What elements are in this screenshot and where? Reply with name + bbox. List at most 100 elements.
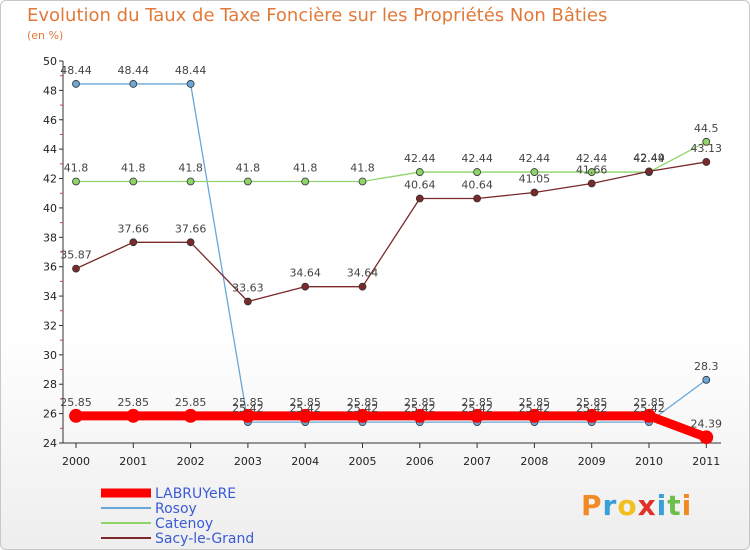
x-tick-label: 2009	[578, 455, 606, 468]
data-label-LABRUYeRE: 25.85	[289, 396, 321, 409]
data-point-LABRUYeRE	[240, 408, 255, 423]
data-point-Catenoy	[587, 168, 596, 176]
data-label-Catenoy: 42.44	[633, 152, 665, 165]
data-label-Sacy-le-Grand: 33.63	[232, 282, 264, 295]
y-tick-label: 48	[43, 84, 57, 97]
data-label-Catenoy: 41.8	[64, 161, 89, 174]
y-tick-label: 24	[43, 437, 57, 450]
series-line-Rosoy	[75, 83, 707, 423]
y-tick-label: 32	[43, 319, 57, 332]
data-point-Sacy-le-Grand	[473, 194, 482, 203]
data-point-Rosoy	[72, 80, 80, 88]
data-point-LABRUYeRE	[412, 408, 427, 423]
y-tick-label: 42	[43, 173, 57, 186]
x-tick-label: 2007	[463, 455, 491, 468]
logo-letter: i	[681, 489, 693, 522]
data-point-LABRUYeRE	[470, 408, 485, 423]
data-label-LABRUYeRE: 25.85	[461, 396, 493, 409]
data-label-Catenoy: 42.44	[519, 152, 551, 165]
data-label-LABRUYeRE: 25.85	[118, 396, 150, 409]
logo-letter: i	[656, 489, 668, 522]
data-label-Rosoy: 25.42	[576, 402, 608, 415]
logo-letter: o	[617, 489, 638, 522]
legend-label-LABRUYeRE: LABRUYeRE	[155, 486, 236, 502]
data-label-Catenoy: 42.44	[576, 152, 608, 165]
data-point-Sacy-le-Grand	[358, 282, 367, 291]
data-label-Catenoy: 41.8	[178, 161, 203, 174]
data-point-Rosoy	[702, 375, 711, 384]
series-line-Catenoy	[75, 141, 707, 183]
data-point-Catenoy	[358, 177, 367, 186]
data-point-Sacy-le-Grand	[530, 188, 539, 197]
logo-letter: t	[667, 489, 682, 522]
data-point-LABRUYeRE	[126, 408, 141, 423]
data-point-LABRUYeRE	[584, 408, 599, 423]
proxiti-logo: Proxiti	[581, 489, 692, 522]
data-point-Rosoy	[186, 80, 195, 88]
x-tick-label: 2002	[177, 455, 205, 468]
data-point-Catenoy	[530, 168, 539, 176]
data-point-LABRUYeRE	[527, 408, 542, 423]
data-label-Rosoy: 25.42	[289, 402, 321, 415]
data-label-LABRUYeRE: 24.39	[691, 417, 723, 430]
y-tick-label: 26	[43, 408, 57, 421]
x-tick-label: 2010	[635, 455, 663, 468]
data-point-LABRUYeRE	[183, 408, 198, 423]
data-point-Catenoy	[702, 137, 711, 146]
data-point-Rosoy	[129, 80, 138, 88]
data-point-Sacy-le-Grand	[587, 179, 596, 188]
data-point-Catenoy	[415, 168, 424, 176]
legend-label-Rosoy: Rosoy	[155, 501, 197, 517]
data-label-Rosoy: 25.42	[633, 402, 665, 415]
data-label-Rosoy: 25.42	[347, 402, 379, 415]
data-label-LABRUYeRE: 25.85	[60, 396, 92, 409]
data-label-Catenoy: 41.8	[236, 161, 261, 174]
data-point-LABRUYeRE	[642, 408, 656, 423]
x-tick-label: 2005	[349, 455, 377, 468]
data-label-LABRUYeRE: 25.85	[232, 396, 264, 409]
data-point-LABRUYeRE	[355, 408, 370, 423]
series-line-LABRUYeRE	[71, 411, 711, 442]
chart-subtitle: (en %)	[27, 29, 64, 42]
data-label-LABRUYeRE: 25.85	[347, 396, 379, 409]
data-label-LABRUYeRE: 25.85	[404, 396, 436, 409]
y-tick-label: 46	[43, 114, 57, 127]
logo-letter: x	[637, 489, 657, 522]
data-label-Rosoy: 28.3	[694, 360, 719, 373]
data-label-LABRUYeRE: 25.85	[175, 396, 207, 409]
x-tick-label: 2008	[520, 455, 548, 468]
data-label-LABRUYeRE: 25.85	[633, 396, 665, 409]
y-tick-label: 36	[43, 261, 57, 274]
data-label-Rosoy: 25.42	[404, 402, 436, 415]
x-tick-label: 2001	[119, 455, 147, 468]
data-point-Sacy-le-Grand	[129, 238, 138, 247]
y-tick-label: 28	[43, 378, 57, 391]
data-label-Sacy-le-Grand: 40.64	[461, 179, 493, 192]
data-point-Catenoy	[186, 177, 195, 186]
data-point-Sacy-le-Grand	[415, 194, 424, 203]
data-label-Rosoy: 25.42	[519, 402, 551, 415]
data-point-LABRUYeRE	[298, 408, 313, 423]
data-label-Catenoy: 41.8	[293, 161, 318, 174]
data-point-LABRUYeRE	[69, 408, 83, 423]
data-label-Sacy-le-Grand: 34.64	[347, 267, 379, 280]
x-tick-label: 2004	[291, 455, 319, 468]
data-label-Rosoy: 48.44	[60, 64, 92, 77]
data-point-Sacy-le-Grand	[243, 297, 252, 306]
x-tick-label: 2003	[234, 455, 262, 468]
data-label-Catenoy: 42.44	[404, 152, 436, 165]
data-label-LABRUYeRE: 25.85	[576, 396, 608, 409]
data-label-Sacy-le-Grand: 43.13	[691, 142, 723, 155]
data-point-Catenoy	[129, 177, 138, 186]
y-tick-label: 30	[43, 349, 57, 362]
y-tick-label: 40	[43, 202, 57, 215]
series-line-Sacy-le-Grand	[75, 161, 707, 303]
data-point-Sacy-le-Grand	[186, 238, 195, 247]
y-tick-label: 44	[43, 143, 57, 156]
logo-letter: P	[581, 489, 603, 522]
data-label-Sacy-le-Grand: 35.87	[60, 249, 92, 262]
data-label-Rosoy: 25.42	[232, 402, 264, 415]
data-label-Sacy-le-Grand: 37.66	[118, 222, 150, 235]
